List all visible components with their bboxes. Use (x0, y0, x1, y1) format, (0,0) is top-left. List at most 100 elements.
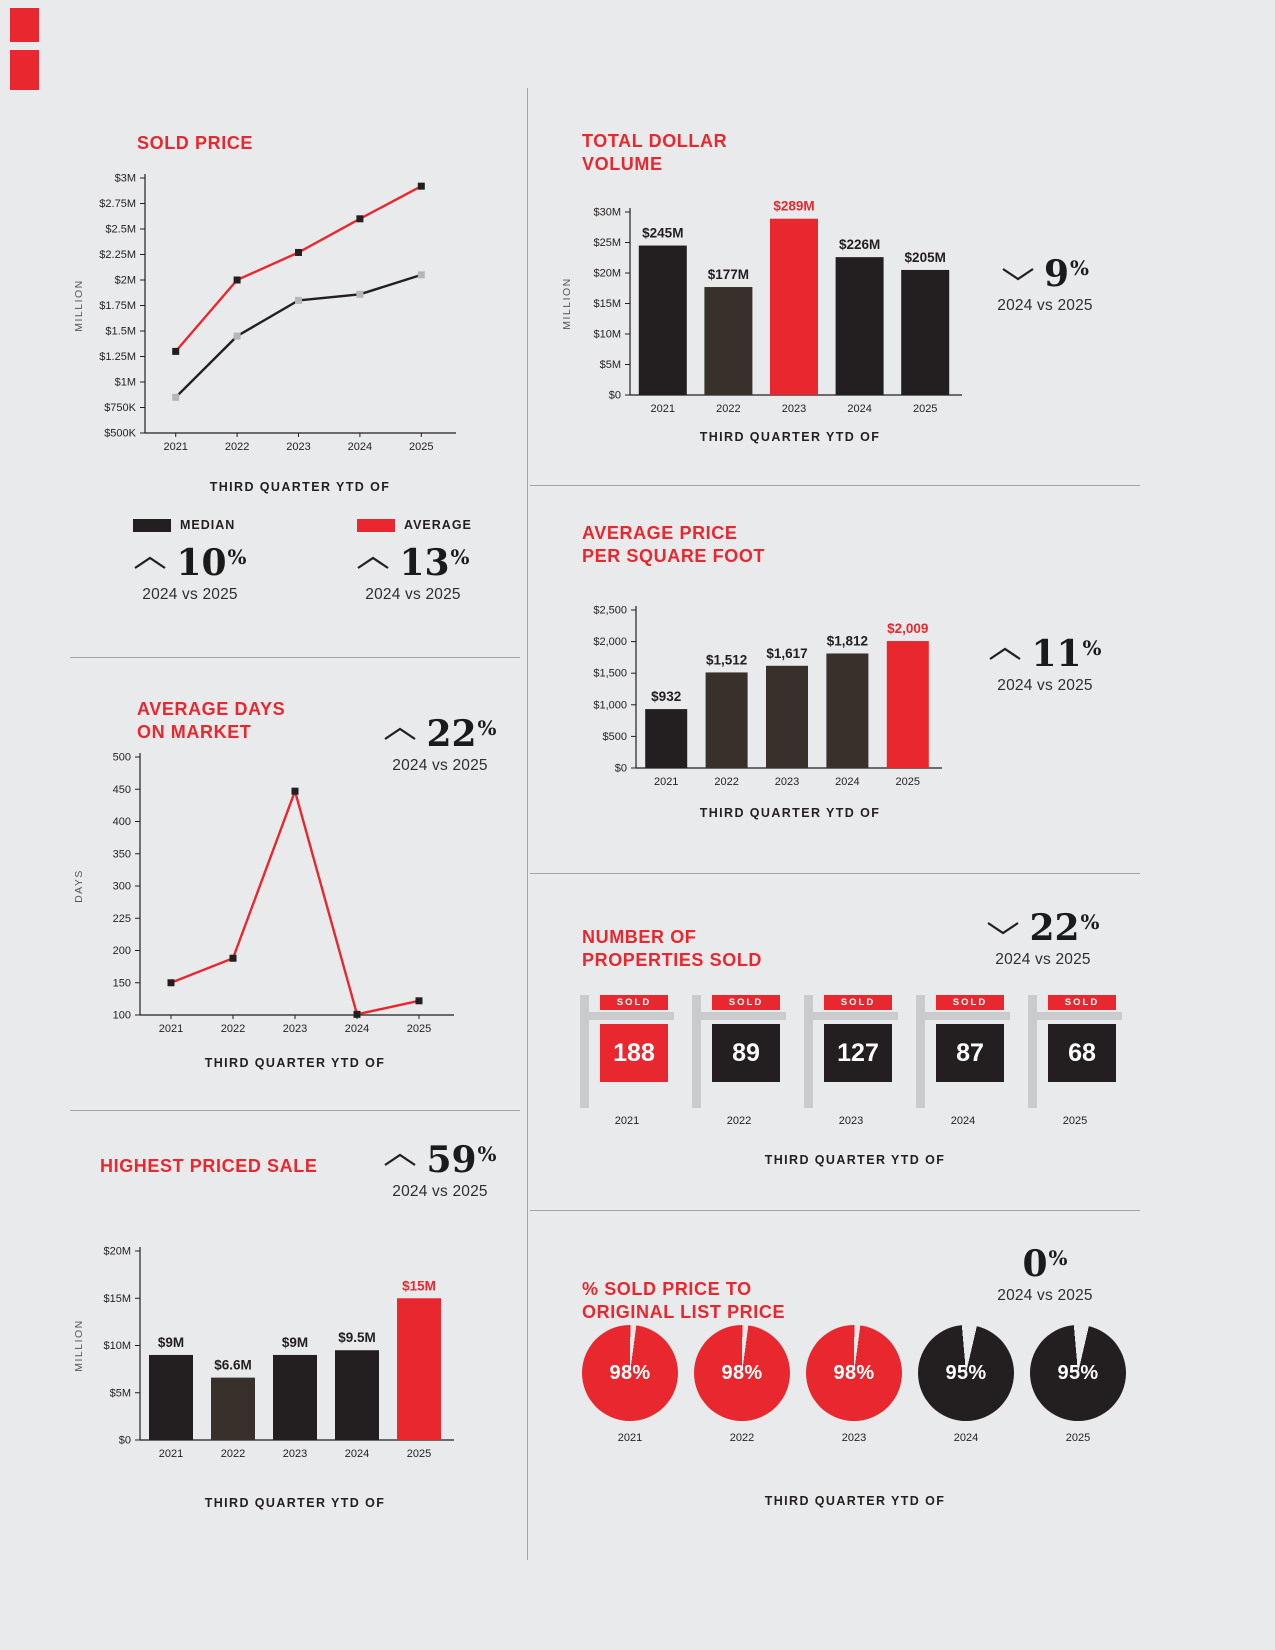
svg-text:225: 225 (113, 913, 131, 925)
stat-caption: 2024 vs 2025 (997, 677, 1093, 694)
average-swatch (357, 518, 395, 532)
year-label: 2022 (726, 1115, 752, 1127)
pie-item: 95% 2024 (918, 1325, 1014, 1444)
svg-text:$5M: $5M (110, 1387, 131, 1399)
total-dollar-volume-bar-chart: $30M $25M $20M $15M $10M $5M $0 2021 2022 2023 202… (558, 190, 988, 435)
stat-caption: 2024 vs 2025 (392, 757, 488, 774)
sold-signs-row: SOLD 188 2021 SOLD 89 2022 SOLD 127 2023… (580, 995, 1122, 1127)
properties-sold-count: 89 (712, 1024, 780, 1082)
divider-right-1 (530, 485, 1140, 486)
svg-text:2024: 2024 (835, 776, 859, 788)
svg-text:$932: $932 (651, 689, 681, 704)
highest-priced-sale-xlabel: THIRD QUARTER YTD OF (204, 1496, 386, 1510)
sign-arm (692, 1012, 786, 1020)
svg-text:$0: $0 (615, 763, 627, 775)
sign-post (580, 995, 589, 1108)
svg-text:2021: 2021 (163, 441, 187, 453)
sign-post (916, 995, 925, 1108)
svg-text:400: 400 (113, 816, 131, 828)
svg-text:2022: 2022 (221, 1023, 245, 1035)
stat-caption: 2024 vs 2025 (365, 586, 461, 603)
svg-text:$2,009: $2,009 (887, 621, 928, 636)
svg-text:$15M: $15M (402, 1278, 436, 1293)
sold-to-list-pies-row: 98% 2021 98% 2022 98% 2023 95% 2024 95% … (582, 1325, 1126, 1444)
sold-to-list-pie: 98% (806, 1325, 902, 1421)
price-per-sqft-stat: 11% 2024 vs 2025 (970, 636, 1120, 695)
divider-left-2 (70, 1110, 520, 1111)
svg-text:$10M: $10M (593, 329, 621, 341)
svg-text:$9M: $9M (158, 1335, 184, 1350)
svg-text:$25M: $25M (593, 237, 621, 249)
svg-text:$2,000: $2,000 (593, 636, 627, 648)
svg-text:MILLION: MILLION (561, 277, 573, 330)
svg-text:$1.25M: $1.25M (99, 351, 136, 363)
pie-percent-label: 98% (609, 1361, 651, 1384)
price-per-sqft-title: AVERAGE PRICE PER SQUARE FOOT (582, 523, 766, 567)
legend-median: MEDIAN (133, 518, 235, 532)
svg-text:2025: 2025 (913, 403, 937, 415)
corner-brand-mark (10, 8, 39, 42)
divider-right-2 (530, 873, 1140, 874)
svg-text:$289M: $289M (773, 199, 814, 214)
svg-text:$1,512: $1,512 (706, 652, 747, 667)
average-days-xlabel: THIRD QUARTER YTD OF (204, 1056, 386, 1070)
svg-text:MILLION: MILLION (73, 279, 85, 332)
svg-text:2025: 2025 (409, 441, 433, 453)
sold-sign: SOLD 188 2021 (580, 995, 674, 1127)
svg-text:$2.5M: $2.5M (105, 224, 136, 236)
svg-text:$1M: $1M (115, 377, 136, 389)
svg-text:2024: 2024 (348, 441, 372, 453)
svg-text:$20M: $20M (103, 1246, 131, 1258)
sold-sign: SOLD 89 2022 (692, 995, 786, 1127)
trend-down-icon (987, 922, 1020, 935)
total-dollar-volume-title: TOTAL DOLLAR VOLUME (582, 131, 728, 175)
total-dollar-volume-xlabel: THIRD QUARTER YTD OF (699, 430, 881, 444)
svg-text:$2.25M: $2.25M (99, 249, 136, 261)
sold-price-legend: MEDIAN AVERAGE (70, 518, 471, 536)
svg-text:$0: $0 (609, 390, 621, 402)
svg-text:$177M: $177M (708, 267, 749, 282)
svg-text:$5M: $5M (600, 359, 621, 371)
stat-caption: 2024 vs 2025 (142, 586, 238, 603)
sign-arm (804, 1012, 898, 1020)
svg-text:$226M: $226M (839, 237, 880, 252)
sold-tag-label: SOLD (1048, 995, 1116, 1010)
sold-price-line-chart: $3M $2.75M $2.5M $2.25M $2M $1.75M $1.5M $1.25M… (70, 168, 470, 483)
average-days-line-chart: 500 450 400 350 300 225 200 150 100 2021 2022 2023 2… (70, 745, 470, 1060)
svg-text:$245M: $245M (642, 226, 683, 241)
year-label: 2023 (838, 1115, 864, 1127)
year-label: 2021 (617, 1432, 643, 1444)
svg-text:$1,812: $1,812 (827, 633, 868, 648)
divider-right-3 (530, 1210, 1140, 1211)
svg-text:MILLION: MILLION (73, 1319, 85, 1372)
pie-item: 95% 2025 (1030, 1325, 1126, 1444)
year-label: 2025 (1065, 1432, 1091, 1444)
sign-post (692, 995, 701, 1108)
svg-text:$0: $0 (119, 1435, 131, 1447)
stat-value: 9% (1043, 253, 1090, 295)
svg-text:2023: 2023 (775, 776, 799, 788)
sold-sign: SOLD 87 2024 (916, 995, 1010, 1127)
trend-up-icon (384, 727, 417, 740)
pie-percent-label: 95% (945, 1361, 987, 1384)
sign-arm (1028, 1012, 1122, 1020)
stat-value: 10% (176, 542, 247, 584)
svg-text:2023: 2023 (283, 1448, 307, 1460)
trend-up-icon (357, 556, 390, 569)
properties-sold-stat: 22% 2024 vs 2025 (968, 910, 1118, 969)
sign-post (1028, 995, 1037, 1108)
year-label: 2021 (614, 1115, 640, 1127)
svg-text:$500K: $500K (104, 428, 136, 440)
sign-post (804, 995, 813, 1108)
stat-value: 22% (1029, 907, 1100, 949)
svg-text:$20M: $20M (593, 268, 621, 280)
svg-text:$2,500: $2,500 (593, 605, 627, 617)
svg-text:$205M: $205M (905, 250, 946, 265)
year-label: 2024 (953, 1432, 979, 1444)
sold-tag-label: SOLD (824, 995, 892, 1010)
svg-text:$2.75M: $2.75M (99, 198, 136, 210)
stat-caption: 2024 vs 2025 (997, 297, 1093, 314)
svg-text:$30M: $30M (593, 207, 621, 219)
svg-text:$9.5M: $9.5M (338, 1330, 376, 1345)
stat-value: 0% (1022, 1243, 1068, 1285)
